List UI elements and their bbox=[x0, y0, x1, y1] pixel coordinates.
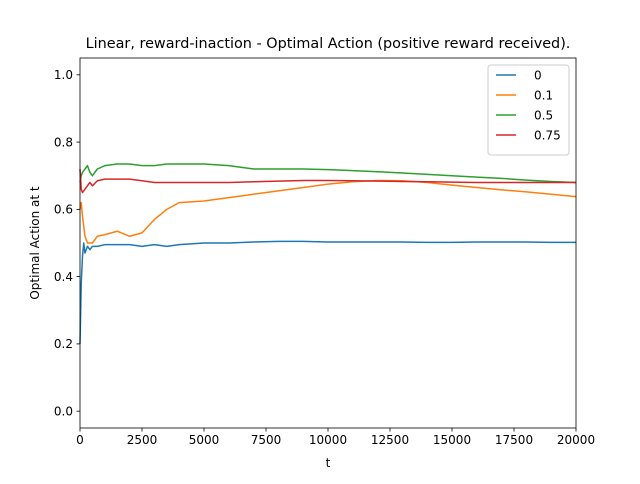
legend-label: 0.1 bbox=[534, 88, 553, 102]
series-line-0 bbox=[79, 240, 576, 344]
x-tick-label: 0 bbox=[76, 433, 84, 447]
y-tick-label: 0.0 bbox=[54, 404, 73, 418]
legend-label: 0.5 bbox=[534, 108, 553, 122]
series-line-0-5 bbox=[79, 163, 577, 184]
legend-label: 0 bbox=[534, 68, 542, 82]
x-tick-label: 5000 bbox=[189, 433, 220, 447]
x-tick-label: 2500 bbox=[127, 433, 158, 447]
x-tick-label: 12500 bbox=[371, 433, 409, 447]
x-tick-label: 20000 bbox=[557, 433, 595, 447]
y-tick-label: 0.6 bbox=[54, 203, 73, 217]
x-axis-label: t bbox=[326, 456, 331, 470]
x-axis: 0 2500 5000 7500 10000 12500 15000 17500 20000 bbox=[76, 428, 595, 447]
y-tick-label: 0.8 bbox=[54, 135, 73, 149]
y-axis: 0.0 0.2 0.4 0.6 0.8 1.0 bbox=[54, 68, 80, 418]
series-line-0-1 bbox=[79, 179, 577, 244]
legend-box bbox=[487, 64, 570, 156]
plot-lines bbox=[79, 163, 577, 344]
x-tick-label: 10000 bbox=[309, 433, 347, 447]
x-tick-label: 7500 bbox=[251, 433, 282, 447]
x-tick-label: 15000 bbox=[433, 433, 471, 447]
y-tick-label: 1.0 bbox=[54, 68, 73, 82]
y-axis-label: Optimal Action at t bbox=[28, 186, 42, 300]
y-tick-label: 0.4 bbox=[54, 270, 73, 284]
chart-title: Linear, reward-inaction - Optimal Action… bbox=[86, 36, 571, 52]
legend-label: 0.75 bbox=[534, 128, 561, 142]
legend: 0 0.1 0.5 0.75 bbox=[487, 64, 570, 156]
series-line-0-75 bbox=[79, 168, 576, 194]
x-tick-label: 17500 bbox=[495, 433, 533, 447]
y-tick-label: 0.2 bbox=[54, 337, 73, 351]
